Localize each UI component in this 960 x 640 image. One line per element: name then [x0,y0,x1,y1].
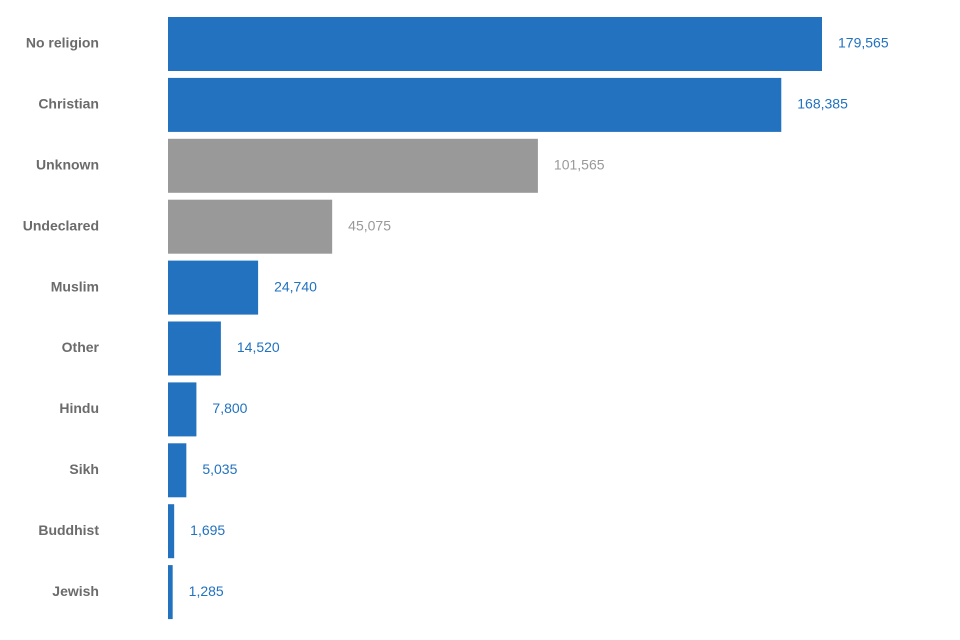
category-label-sikh: Sikh [69,461,99,477]
category-label-muslim: Muslim [51,278,99,294]
value-label-jewish: 1,285 [189,583,224,599]
value-label-other: 14,520 [237,339,280,355]
value-label-buddhist: 1,695 [190,522,225,538]
bar-muslim [168,260,259,315]
category-label-buddhist: Buddhist [38,522,99,538]
bar-christian [168,77,782,132]
value-labels: 179,565 168,385 101,565 45,075 24,740 14,520 7… [189,35,889,599]
bar-undeclared [168,199,333,254]
value-label-unknown: 101,565 [554,157,605,173]
bar-unknown [168,138,538,193]
value-label-christian: 168,385 [797,96,848,112]
value-label-undeclared: 45,075 [348,217,391,233]
value-label-hindu: 7,800 [212,400,247,416]
bar-hindu [168,382,197,437]
category-label-hindu: Hindu [59,400,99,416]
bar-buddhist [168,504,175,559]
bar-other [168,321,221,376]
category-label-christian: Christian [38,96,99,112]
category-label-no-religion: No religion [26,35,99,51]
bar-jewish [168,565,173,620]
category-label-other: Other [62,339,100,355]
value-label-muslim: 24,740 [274,278,317,294]
value-label-no-religion: 179,565 [838,35,889,51]
bars [168,17,822,620]
category-label-jewish: Jewish [52,583,99,599]
value-label-sikh: 5,035 [202,461,237,477]
bar-no-religion [168,17,822,71]
category-labels: No religion Christian Unknown Undeclared Mus… [23,35,100,599]
category-label-undeclared: Undeclared [23,217,99,233]
bar-sikh [168,443,187,498]
category-label-unknown: Unknown [36,157,99,173]
